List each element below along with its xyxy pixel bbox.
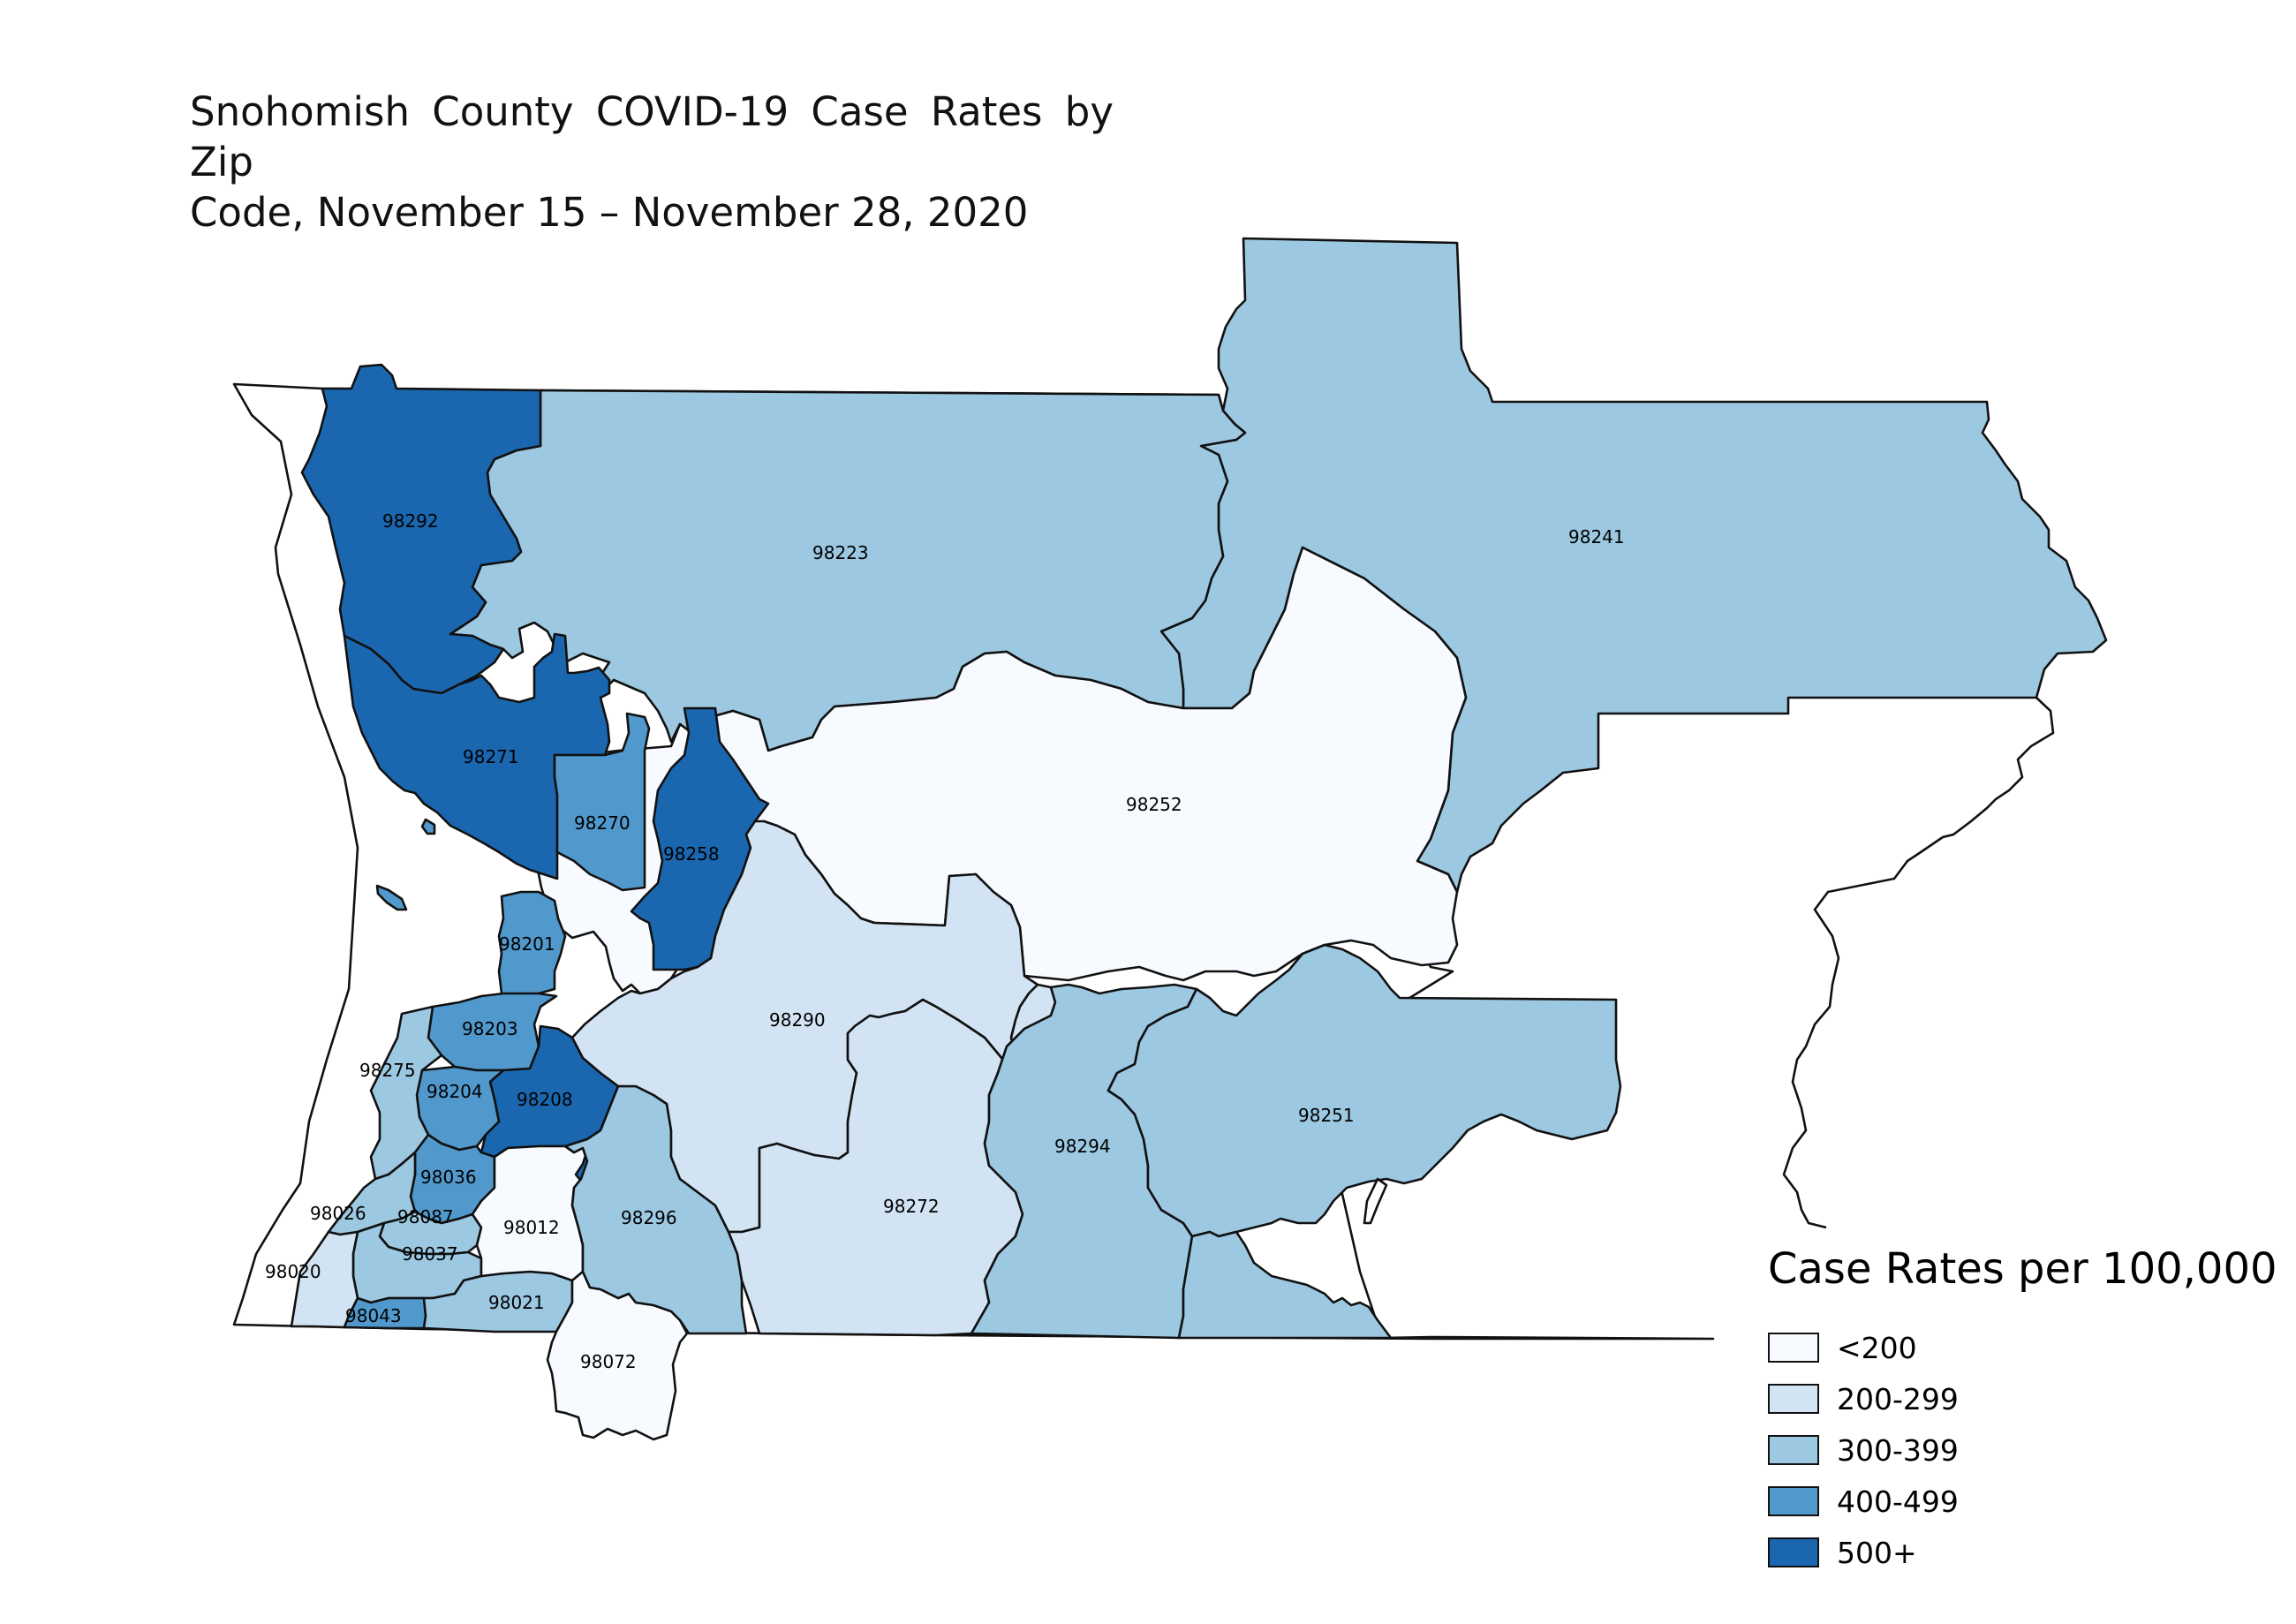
- map-title-line-1: Snohomish County COVID-19 Case Rates by …: [190, 88, 1114, 185]
- legend-swatch: [1768, 1333, 1819, 1363]
- legend-item: <200: [1768, 1322, 2262, 1373]
- zip-98292: [300, 363, 542, 695]
- zip-98270: [553, 712, 651, 892]
- zip-label-98026: 98026: [310, 1203, 366, 1224]
- zip-label-98203: 98203: [462, 1018, 518, 1039]
- legend-item: 500+: [1768, 1527, 2262, 1578]
- legend-item: 400-499: [1768, 1476, 2262, 1527]
- county-east-boundary: [1782, 697, 2055, 1229]
- legend-label: 300-399: [1837, 1432, 1959, 1468]
- zip-label-98043: 98043: [345, 1305, 402, 1326]
- island-small: [375, 884, 408, 911]
- zip-98201: [497, 890, 567, 998]
- zip-label-98272: 98272: [883, 1196, 940, 1217]
- legend-swatch: [1768, 1537, 1819, 1567]
- lake-inlet: [1363, 1177, 1388, 1225]
- zip-98203: [427, 992, 558, 1072]
- zip-label-98036: 98036: [420, 1167, 477, 1188]
- zip-label-98204: 98204: [427, 1081, 483, 1102]
- zip-label-98290: 98290: [769, 1009, 826, 1031]
- legend-label: <200: [1837, 1330, 1917, 1365]
- map-title: Snohomish County COVID-19 Case Rates by …: [190, 87, 1144, 238]
- zip-98251: [1106, 943, 1622, 1238]
- zip-label-98271: 98271: [463, 746, 519, 767]
- legend-title: Case Rates per 100,000: [1768, 1244, 2277, 1294]
- zip-label-98208: 98208: [517, 1089, 573, 1110]
- legend-swatch: [1768, 1435, 1819, 1465]
- zip-label-98020: 98020: [265, 1261, 321, 1282]
- zip-label-98087: 98087: [397, 1206, 454, 1227]
- legend-swatch: [1768, 1486, 1819, 1516]
- zip-label-98275: 98275: [359, 1060, 416, 1081]
- zip-98020: [290, 1230, 359, 1329]
- zip-label-98037: 98037: [402, 1243, 458, 1265]
- legend-label: 500+: [1837, 1535, 1917, 1570]
- legend-swatch: [1768, 1384, 1819, 1414]
- zip-label-98292: 98292: [382, 510, 439, 532]
- zip-label-98201: 98201: [499, 933, 555, 955]
- legend: Case Rates per 100,000 <200 200-299 300-…: [1768, 1241, 2277, 1578]
- zip-label-98270: 98270: [574, 812, 631, 834]
- zip-label-98294: 98294: [1054, 1136, 1111, 1157]
- zip-label-98072: 98072: [580, 1351, 637, 1372]
- zip-label-98251: 98251: [1298, 1105, 1355, 1126]
- zip-label-98258: 98258: [663, 843, 720, 865]
- zip-98043: [343, 1296, 427, 1330]
- legend-label: 400-499: [1837, 1484, 1959, 1519]
- island-lake: [420, 818, 436, 835]
- zip-label-98223: 98223: [812, 542, 869, 563]
- zip-label-98296: 98296: [621, 1207, 677, 1228]
- zip-label-98012: 98012: [503, 1217, 560, 1238]
- legend-label: 200-299: [1837, 1381, 1959, 1416]
- zip-label-98252: 98252: [1126, 794, 1182, 815]
- legend-item: 300-399: [1768, 1424, 2262, 1476]
- zip-98251-south: [1177, 1230, 1393, 1340]
- zip-label-98021: 98021: [488, 1292, 545, 1313]
- map-title-line-2: Code, November 15 – November 28, 2020: [190, 189, 1029, 236]
- zip-label-98241: 98241: [1568, 526, 1625, 548]
- zip-98271: [343, 632, 611, 880]
- legend-item: 200-299: [1768, 1373, 2262, 1424]
